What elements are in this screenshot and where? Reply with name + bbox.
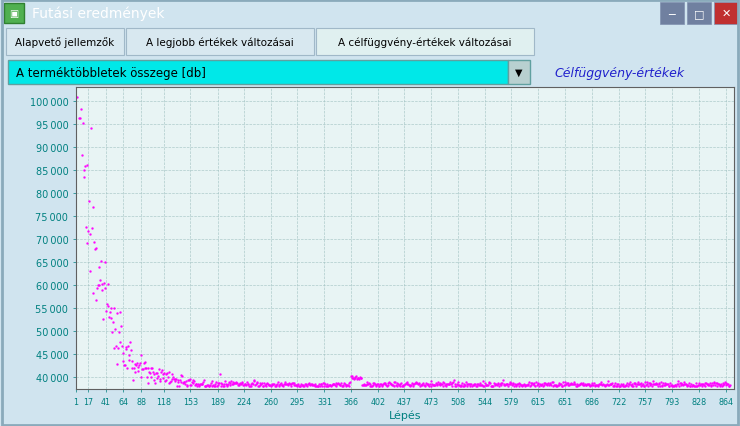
Text: A terméktöbbletek összege [db]: A terméktöbbletek összege [db] xyxy=(16,66,206,79)
FancyBboxPatch shape xyxy=(126,29,314,56)
Text: A legjobb értékek változásai: A legjobb értékek változásai xyxy=(146,37,294,48)
Text: ✕: ✕ xyxy=(722,9,730,19)
Text: Célfüggvény-értékek: Célfüggvény-értékek xyxy=(554,66,684,79)
Text: Alapvető jellemzők: Alapvető jellemzők xyxy=(16,37,115,49)
FancyBboxPatch shape xyxy=(687,3,711,25)
FancyBboxPatch shape xyxy=(508,61,530,85)
Text: ─: ─ xyxy=(669,9,676,19)
FancyBboxPatch shape xyxy=(316,29,534,56)
FancyBboxPatch shape xyxy=(8,61,508,85)
Text: ▼: ▼ xyxy=(515,68,522,78)
Text: Futási eredmények: Futási eredmények xyxy=(32,7,164,21)
FancyBboxPatch shape xyxy=(4,4,24,24)
Text: □: □ xyxy=(694,9,704,19)
FancyBboxPatch shape xyxy=(660,3,684,25)
Text: ▣: ▣ xyxy=(10,9,18,19)
FancyBboxPatch shape xyxy=(714,3,738,25)
Text: A célfüggvény-értékek változásai: A célfüggvény-értékek változásai xyxy=(338,37,512,48)
X-axis label: Lépés: Lépés xyxy=(388,410,421,420)
FancyBboxPatch shape xyxy=(6,29,124,56)
